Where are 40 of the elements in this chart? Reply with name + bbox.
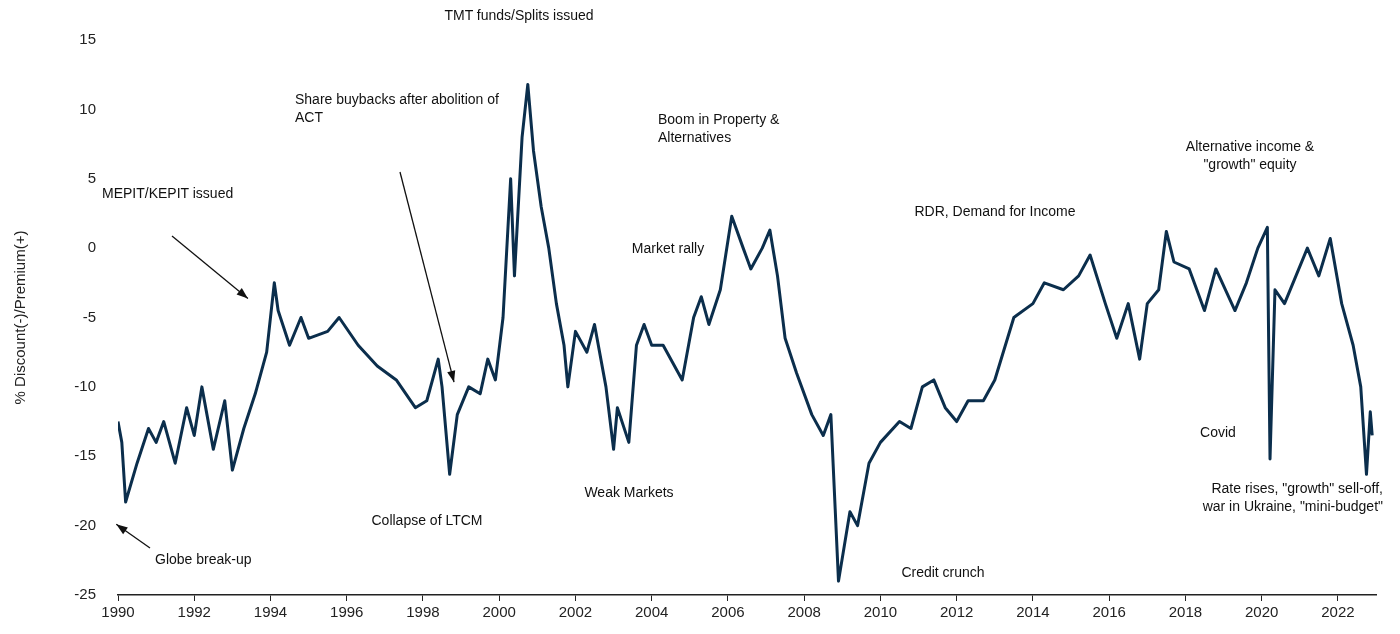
annotation: Collapse of LTCM: [371, 511, 483, 528]
x-tick-label: 2004: [635, 603, 669, 621]
y-tick-label: 15: [79, 30, 96, 48]
annotation: Share buybacks after abolition of ACT: [295, 90, 500, 125]
x-tick-label: 1996: [330, 603, 364, 621]
x-tick-label: 1998: [406, 603, 440, 621]
x-tick-label: 1994: [253, 603, 288, 621]
y-tick-label: -5: [82, 307, 96, 325]
x-tick-label: 1990: [101, 603, 135, 621]
x-tick-label: 2006: [711, 603, 745, 621]
x-tick-label: 2012: [939, 603, 974, 621]
annotation: Rate rises, "growth" sell-off, war in Ukraine, "mini-budget": [1201, 479, 1384, 514]
x-tick-label: 2002: [558, 603, 593, 621]
annotation: RDR, Demand for Income: [914, 202, 1076, 219]
x-tick-label: 2014: [1016, 603, 1050, 621]
y-tick-label: -15: [74, 446, 96, 464]
y-tick-label: -20: [74, 515, 96, 533]
y-tick-label: 10: [79, 99, 96, 117]
y-tick-label: 5: [87, 168, 96, 186]
annotation: Alternative income & "growth" equity: [1185, 137, 1315, 172]
annotation: Boom in Property & Alternatives: [658, 110, 781, 145]
x-tick-label: 2022: [1321, 603, 1355, 621]
y-tick-label: -25: [74, 585, 96, 603]
annotation: Credit crunch: [901, 563, 985, 580]
annotation: Market rally: [631, 239, 705, 256]
x-tick-label: 2020: [1244, 603, 1279, 621]
y-axis-title: % Discount(-)/Premium(+): [11, 230, 29, 405]
y-tick-label: -10: [74, 377, 96, 395]
x-tick-label: 2008: [787, 603, 821, 621]
annotation: Weak Markets: [584, 483, 674, 500]
annotation: Globe break-up: [155, 550, 252, 567]
x-tick-label: 2000: [482, 603, 516, 621]
x-tick-label: 2010: [863, 603, 898, 621]
y-tick-label: 0: [87, 238, 96, 256]
text: TMT funds/Splits issued: [444, 6, 594, 23]
x-tick-label: 1992: [177, 603, 211, 621]
x-tick-label: 2016: [1092, 603, 1126, 621]
annotation: Covid: [1200, 423, 1236, 440]
x-tick-label: 2018: [1168, 603, 1203, 621]
annotation: MEPIT/KEPIT issued: [102, 184, 234, 201]
